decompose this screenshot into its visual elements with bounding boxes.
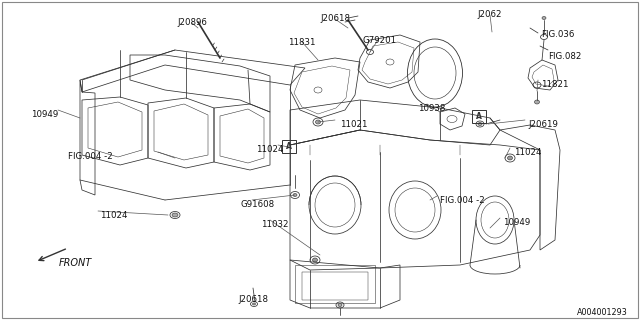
Text: J20619: J20619 bbox=[528, 120, 558, 129]
Text: 11831: 11831 bbox=[288, 38, 316, 47]
Text: A: A bbox=[476, 112, 482, 121]
Ellipse shape bbox=[534, 100, 540, 104]
Ellipse shape bbox=[478, 123, 482, 125]
Text: J2062: J2062 bbox=[477, 10, 502, 19]
Text: A004001293: A004001293 bbox=[577, 308, 628, 317]
Ellipse shape bbox=[172, 213, 178, 217]
Text: FIG.004 -2: FIG.004 -2 bbox=[68, 152, 113, 161]
Ellipse shape bbox=[338, 303, 342, 307]
Text: J20618: J20618 bbox=[238, 295, 268, 304]
Text: 10949: 10949 bbox=[503, 218, 531, 227]
Text: 11024: 11024 bbox=[257, 145, 284, 154]
Bar bbox=[302, 272, 368, 300]
Text: FIG.082: FIG.082 bbox=[548, 52, 581, 61]
Ellipse shape bbox=[316, 120, 321, 124]
Text: G91608: G91608 bbox=[241, 200, 275, 209]
Ellipse shape bbox=[253, 303, 255, 305]
Text: 11024: 11024 bbox=[514, 148, 541, 157]
Text: 10949: 10949 bbox=[31, 110, 58, 119]
Bar bbox=[282, 140, 296, 153]
Text: 11032: 11032 bbox=[261, 220, 289, 229]
Bar bbox=[295, 265, 375, 303]
Text: FRONT: FRONT bbox=[58, 258, 92, 268]
Ellipse shape bbox=[542, 17, 546, 20]
Ellipse shape bbox=[293, 194, 297, 196]
Text: J20896: J20896 bbox=[177, 18, 207, 27]
Text: J20618: J20618 bbox=[320, 14, 350, 23]
Ellipse shape bbox=[508, 156, 513, 160]
Ellipse shape bbox=[312, 258, 317, 262]
Text: 11021: 11021 bbox=[340, 120, 367, 129]
Bar bbox=[472, 110, 486, 123]
Text: FIG.004 -2: FIG.004 -2 bbox=[440, 196, 484, 205]
Text: G79201: G79201 bbox=[363, 36, 397, 45]
Text: 11821: 11821 bbox=[541, 80, 568, 89]
Text: 10938: 10938 bbox=[419, 104, 445, 113]
Text: 11024: 11024 bbox=[100, 211, 127, 220]
Text: A: A bbox=[286, 142, 292, 151]
Text: FIG.036: FIG.036 bbox=[541, 30, 574, 39]
